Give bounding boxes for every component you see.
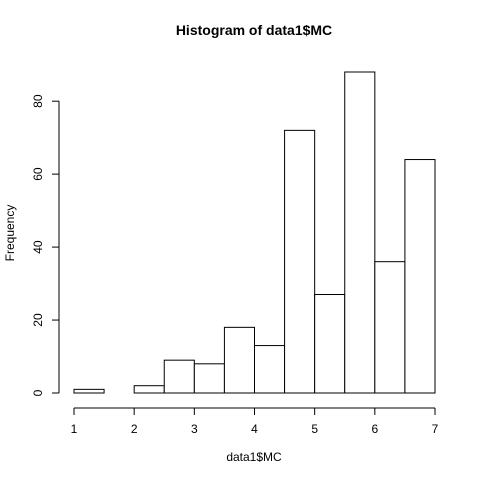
- y-tick-label: 20: [31, 313, 45, 327]
- bars-group: [73, 71, 436, 394]
- histogram-bar: [314, 294, 346, 394]
- x-tick-label: 2: [131, 422, 138, 436]
- y-tick-label: 40: [31, 240, 45, 254]
- x-axis-label: data1$MC: [226, 450, 282, 464]
- y-tick-label: 0: [31, 389, 45, 396]
- y-axis-label: Frequency: [3, 205, 17, 262]
- histogram-bar: [284, 129, 316, 394]
- histogram-bar: [404, 159, 436, 394]
- x-axis: 1 2 3 4 5 6 7: [71, 407, 439, 436]
- histogram-bar: [254, 345, 286, 394]
- histogram-bar: [163, 359, 195, 394]
- x-tick-label: 1: [71, 422, 78, 436]
- x-tick-label: 7: [432, 422, 439, 436]
- histogram-bar: [344, 71, 376, 394]
- x-tick-label: 6: [371, 422, 378, 436]
- y-tick-label: 60: [31, 167, 45, 181]
- y-axis: 0 20 40 60 80: [31, 94, 60, 396]
- histogram-bar: [193, 363, 225, 394]
- x-tick-label: 5: [311, 422, 318, 436]
- histogram-bar: [133, 385, 165, 394]
- chart-title: Histogram of data1$MC: [176, 22, 332, 38]
- histogram-bar: [374, 261, 406, 394]
- x-tick-label: 3: [191, 422, 198, 436]
- histogram-bar: [223, 326, 256, 394]
- x-tick-label: 4: [251, 422, 258, 436]
- y-tick-label: 80: [31, 94, 45, 108]
- histogram-bar: [73, 388, 105, 394]
